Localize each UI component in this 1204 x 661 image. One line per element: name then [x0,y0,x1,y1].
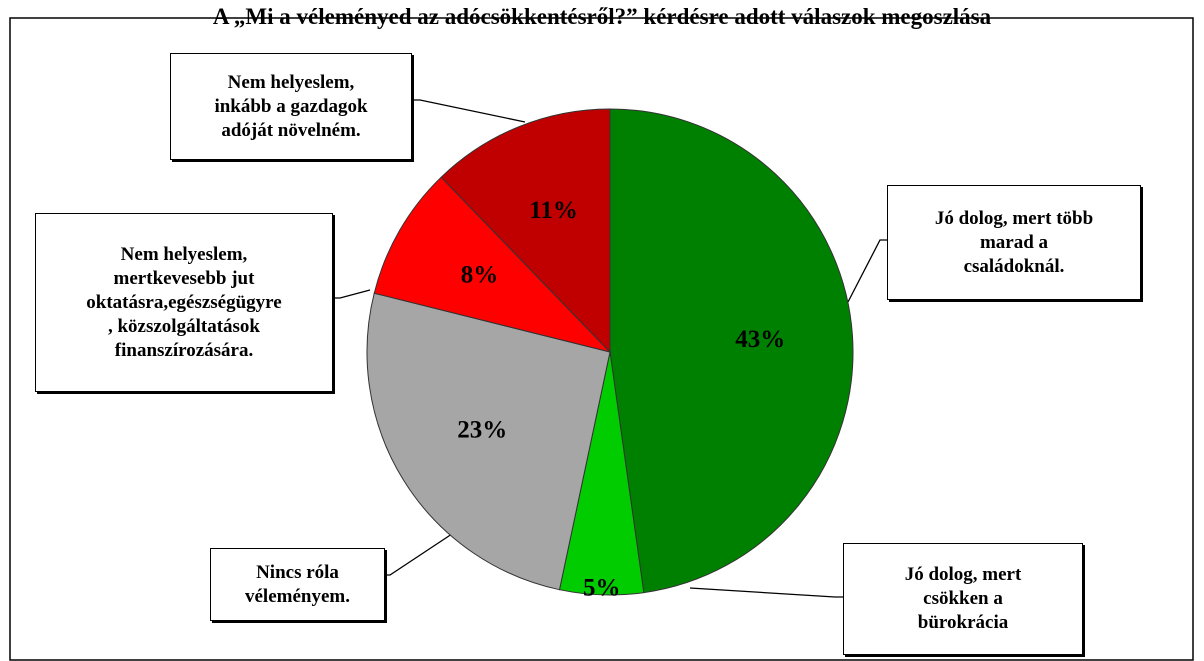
pie-slice [366,292,611,591]
pie-slice [440,108,611,354]
leaders [333,99,887,598]
leader-line [333,289,371,299]
pie-slice [373,176,612,353]
data-label: 43% [735,326,785,353]
leader-line [385,521,471,576]
leader-line [847,239,887,303]
frame [9,17,1194,661]
leader-line [689,587,843,598]
data-label: 23% [457,417,507,444]
data-label: 5% [583,575,621,602]
pie-slice [609,108,854,594]
legend-box: Nincs róla véleményem. [210,548,385,621]
legend-box: Nem helyeslem, mertkevesebb jut oktatásr… [35,213,333,392]
legend-box: Nem helyeslem, inkább a gazdagok adóját … [170,53,412,160]
data-label: 8% [461,261,499,288]
legend-box: Jó dolog, mert csökken a bürokrácia [843,543,1083,655]
leader-line [412,99,526,123]
legend-box: Jó dolog, mert több marad a családoknál. [887,185,1141,300]
data-label: 11% [529,197,578,224]
chart-title: A „Mi a véleményed az adócsökkentésről?”… [212,4,992,29]
